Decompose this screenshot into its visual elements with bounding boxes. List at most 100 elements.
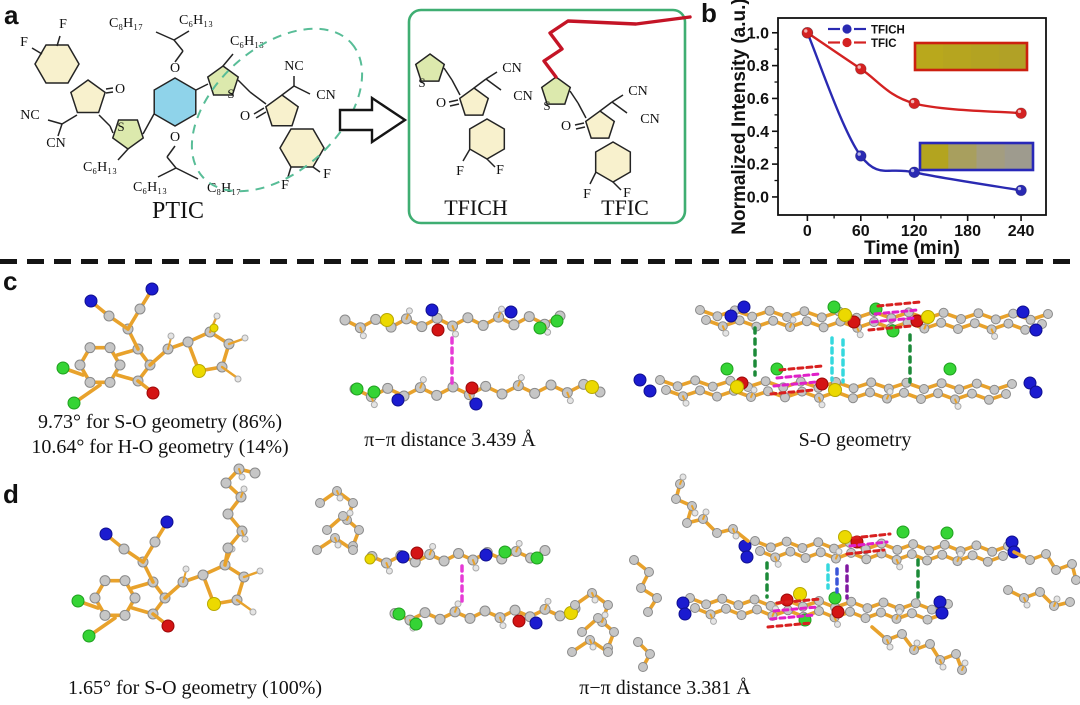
atom-C <box>636 583 646 593</box>
atom-N <box>724 309 738 323</box>
atom-F <box>896 525 910 539</box>
interaction-dash <box>775 372 821 380</box>
atom-C <box>755 546 765 556</box>
ring <box>264 94 300 127</box>
interaction-dash <box>851 532 892 540</box>
atom-C <box>1065 597 1075 607</box>
atom-H <box>589 643 597 651</box>
x-axis-title: Time (min) <box>864 238 960 259</box>
atom-C <box>438 555 450 567</box>
atom-C <box>973 308 984 319</box>
atom-F <box>56 361 70 375</box>
ring <box>34 44 80 84</box>
y-tick-label: 1.0 <box>747 25 769 42</box>
atom-N <box>676 596 690 610</box>
atom-C <box>712 311 723 322</box>
caption-c-mid: π−π distance 3.439 Å <box>364 429 536 451</box>
data-point-highlight <box>804 29 808 33</box>
atom-H <box>213 312 221 320</box>
atom-H <box>334 541 342 549</box>
atom-C <box>1003 318 1014 329</box>
bond <box>473 78 487 89</box>
atom-S <box>192 364 206 378</box>
y-tick-label: 0.4 <box>747 124 769 141</box>
atom-H <box>835 548 843 556</box>
atom-H <box>182 565 190 573</box>
atom-F <box>533 321 547 335</box>
atom-S <box>380 313 394 327</box>
atom-C <box>865 387 875 398</box>
atom-H <box>818 401 826 409</box>
bond <box>255 111 267 119</box>
x-tick-label: 120 <box>901 223 928 240</box>
atom-C <box>119 609 131 621</box>
data-point-highlight <box>857 152 861 156</box>
bond <box>249 91 267 105</box>
inset-photo-segment <box>920 143 949 170</box>
y-tick-label: 0.8 <box>747 58 769 75</box>
caption-c-right: S-O geometry <box>798 429 912 451</box>
atom-C <box>990 314 1001 325</box>
interaction-dash <box>848 540 889 548</box>
bond-chain <box>78 345 122 385</box>
atom-C <box>104 376 116 388</box>
atom-C <box>717 593 728 604</box>
atom-H <box>544 597 552 605</box>
bond <box>287 166 292 178</box>
atom-C <box>1001 389 1011 399</box>
interaction-dash <box>876 300 922 308</box>
bond-chain <box>227 337 245 346</box>
atom-C <box>1003 585 1013 595</box>
atom-H <box>834 620 841 628</box>
atom-N <box>84 294 98 308</box>
atom-H <box>679 473 687 481</box>
bond <box>142 113 155 135</box>
interaction-dash <box>772 380 818 388</box>
atom-C <box>643 607 653 617</box>
atom-N <box>425 303 439 317</box>
atom-C <box>222 542 234 554</box>
interaction-dash <box>772 605 819 613</box>
atom-F <box>82 629 96 643</box>
atom-H <box>601 611 609 619</box>
data-point-highlight <box>1017 109 1022 114</box>
atom-F <box>350 382 364 396</box>
atom-C <box>134 303 146 315</box>
tfich-name: TFICH <box>444 195 508 220</box>
atom-C <box>747 311 758 322</box>
atom-H <box>886 388 894 396</box>
atom-F <box>940 526 954 540</box>
atom-F <box>828 591 842 605</box>
ring <box>153 77 197 127</box>
inset-photo-segment <box>1004 143 1034 170</box>
atom-C <box>114 359 126 371</box>
atom-C <box>878 597 889 608</box>
atom-label-O: O <box>561 119 571 134</box>
bond <box>57 123 63 137</box>
atom-O <box>161 619 175 633</box>
bond <box>612 181 622 191</box>
interaction-dash <box>873 308 919 316</box>
atom-label-C6H13: C₆H₁₃ <box>179 13 213 28</box>
atom-C <box>951 649 961 659</box>
atom-H <box>566 397 574 405</box>
atom-C <box>1067 559 1077 569</box>
atom-C <box>937 549 948 560</box>
caption-c-left: 9.73° for S-O geometry (86%) 10.64° for … <box>10 410 310 460</box>
atom-N <box>1029 385 1043 399</box>
atom-C <box>118 543 130 555</box>
atom-C <box>752 604 762 615</box>
inset-photo-segment <box>971 43 1000 70</box>
atom-C <box>570 600 580 610</box>
atom-C <box>908 539 919 550</box>
atom-label-C8H17: C₈H₁₇ <box>109 16 143 31</box>
bond <box>166 156 177 169</box>
atom-H <box>241 535 249 543</box>
bond <box>109 125 114 134</box>
atom-C <box>149 536 161 548</box>
atom-label-NC: NC <box>284 59 303 74</box>
ring <box>206 65 240 96</box>
atom-C <box>712 391 722 402</box>
tfic-name: TFIC <box>601 195 649 220</box>
atom-C <box>603 600 613 610</box>
